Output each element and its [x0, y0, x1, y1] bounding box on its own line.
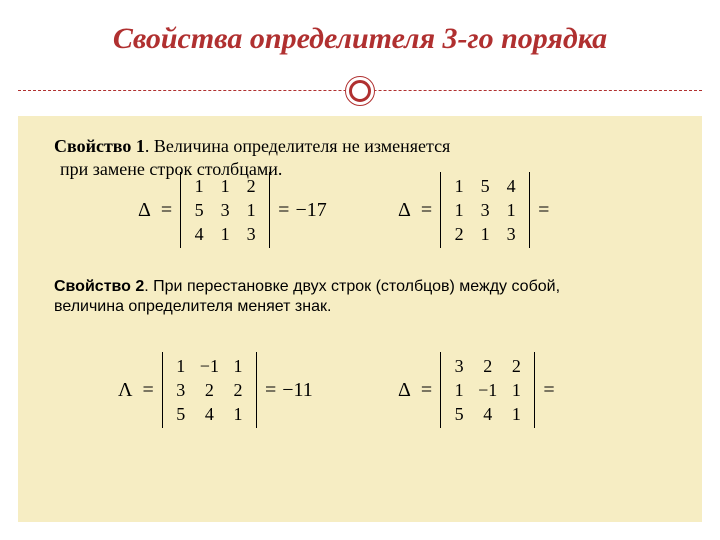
matrix-cell: 1	[218, 174, 232, 198]
property-2-text: Свойство 2. При перестановке двух строк …	[54, 278, 666, 316]
matrix-cell: 2	[452, 222, 466, 246]
matrix-cell: 4	[192, 222, 206, 246]
matrix-cell: 5	[452, 402, 466, 426]
property-1-label: Свойство 1	[54, 136, 145, 156]
property-2-label: Свойство 2	[54, 278, 144, 295]
matrix-cell: 1	[231, 402, 245, 426]
matrix-cell: −1	[200, 354, 219, 378]
equals-sign: =	[161, 199, 172, 222]
matrix-cell: −1	[478, 378, 497, 402]
matrix-cell: 1	[231, 354, 245, 378]
matrix-cell: 2	[202, 378, 216, 402]
matrix-cell: 3	[478, 198, 492, 222]
prop2-determinant-right: Δ=3152−14211=	[398, 352, 561, 428]
matrix-cell: 1	[452, 198, 466, 222]
matrix-cell: 5	[192, 198, 206, 222]
determinant-matrix: 135−124121	[160, 352, 259, 428]
matrix-cell: 1	[244, 198, 258, 222]
property-1-line1: . Величина определителя не изменяется	[145, 136, 450, 156]
delta-symbol: Δ	[138, 199, 151, 222]
matrix-cell: 2	[244, 174, 258, 198]
determinant-matrix: 3152−14211	[438, 352, 537, 428]
equals-sign: =	[265, 379, 276, 402]
divider	[0, 72, 720, 112]
determinant-matrix: 112531413	[438, 172, 532, 248]
matrix-cell: 3	[504, 222, 518, 246]
content-panel: Свойство 1. Величина определителя не изм…	[18, 116, 702, 522]
matrix-cell: 1	[218, 222, 232, 246]
divider-circle-icon	[345, 76, 375, 106]
delta-symbol: Λ	[118, 379, 133, 402]
matrix-cell: 2	[231, 378, 245, 402]
delta-symbol: Δ	[398, 199, 411, 222]
matrix-cell: 1	[504, 198, 518, 222]
matrix-cell: 5	[478, 174, 492, 198]
result-value: −11	[282, 379, 313, 402]
equals-sign: =	[421, 379, 432, 402]
matrix-cell: 4	[504, 174, 518, 198]
matrix-cell: 5	[174, 402, 188, 426]
matrix-cell: 1	[509, 378, 523, 402]
slide-title: Свойства определителя 3-го порядка	[0, 0, 720, 66]
prop2-determinant-left: Λ=135−124121=−11	[118, 352, 313, 428]
prop1-determinant-right: Δ=112531413=	[398, 172, 555, 248]
matrix-cell: 1	[478, 222, 492, 246]
equals-sign: =	[421, 199, 432, 222]
matrix-cell: 3	[244, 222, 258, 246]
property-2-line1: . При перестановке двух строк (столбцов)…	[144, 278, 560, 295]
prop1-determinant-left: Δ=154131213=−17	[138, 172, 327, 248]
matrix-cell: 1	[452, 174, 466, 198]
result-value: −17	[295, 199, 326, 222]
matrix-cell: 1	[452, 378, 466, 402]
matrix-cell: 1	[174, 354, 188, 378]
equals-sign: =	[278, 199, 289, 222]
matrix-cell: 3	[218, 198, 232, 222]
matrix-cell: 4	[481, 402, 495, 426]
equals-sign: =	[143, 379, 154, 402]
matrix-cell: 1	[509, 402, 523, 426]
slide: Свойства определителя 3-го порядка Свойс…	[0, 0, 720, 540]
equals-sign: =	[543, 379, 554, 402]
matrix-cell: 2	[509, 354, 523, 378]
matrix-cell: 4	[202, 402, 216, 426]
matrix-cell: 3	[452, 354, 466, 378]
equals-sign: =	[538, 199, 549, 222]
property-2-line2: величина определителя меняет знак.	[54, 298, 666, 316]
matrix-cell: 3	[174, 378, 188, 402]
delta-symbol: Δ	[398, 379, 411, 402]
determinant-matrix: 154131213	[178, 172, 272, 248]
matrix-cell: 1	[192, 174, 206, 198]
matrix-cell: 2	[481, 354, 495, 378]
